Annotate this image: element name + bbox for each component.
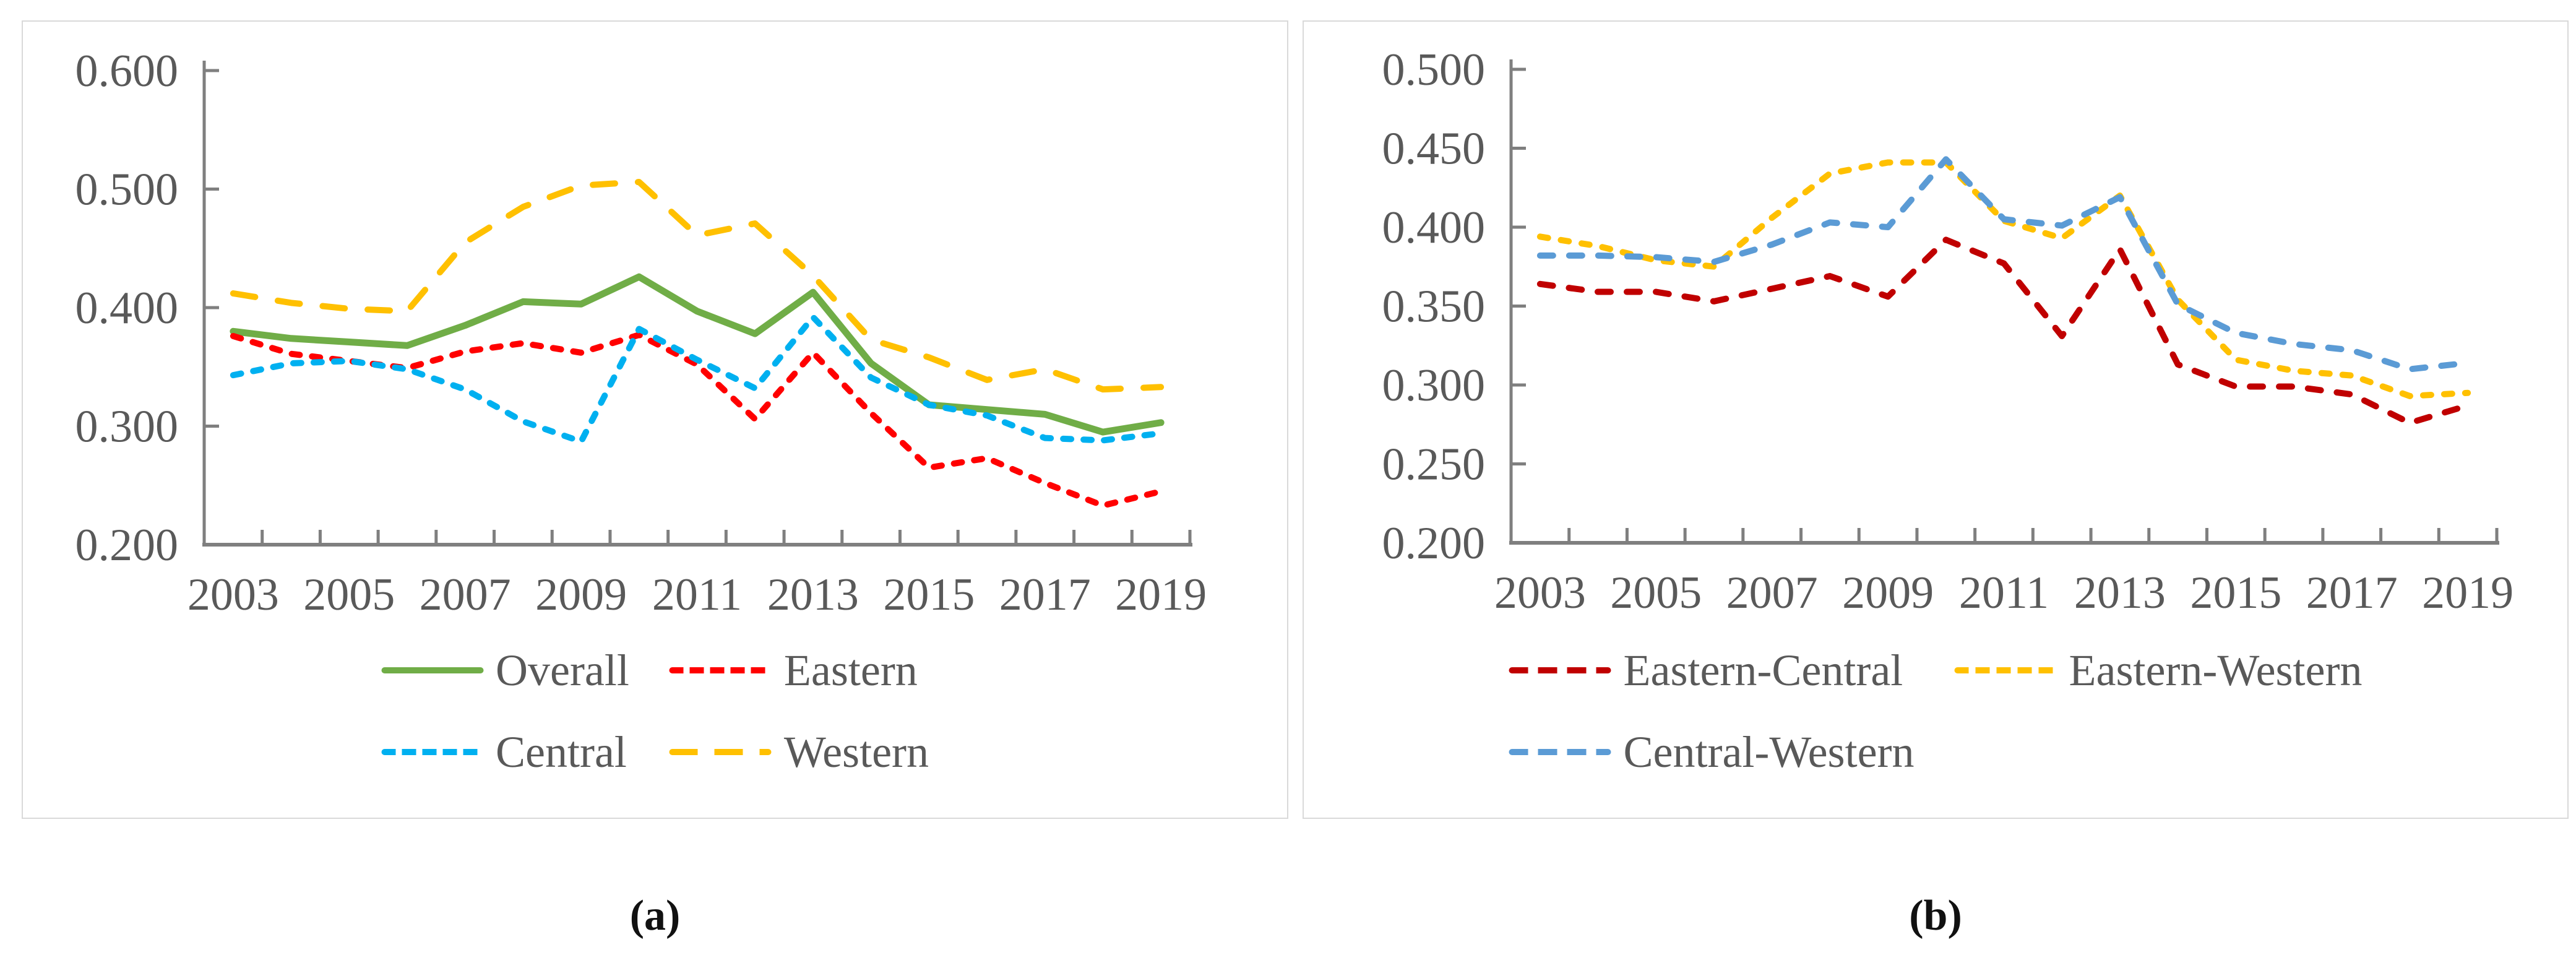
y-tick-label: 0.250 bbox=[1382, 439, 1486, 490]
y-tick-label: 0.300 bbox=[1382, 360, 1486, 411]
legend-swatch-eastern-western bbox=[1954, 667, 2057, 673]
legend-item-central: Central bbox=[381, 730, 629, 774]
x-tick-label: 2013 bbox=[2074, 568, 2166, 618]
x-tick-label: 2019 bbox=[1115, 569, 1207, 620]
legend-label-eastern: Eastern bbox=[783, 646, 918, 695]
legend-swatch-eastern bbox=[669, 667, 772, 673]
legend-label-eastern-central: Eastern-Central bbox=[1623, 646, 1903, 695]
x-tick-label: 2007 bbox=[1726, 568, 1818, 618]
y-tick-label: 0.200 bbox=[75, 520, 179, 571]
legend-label-central-western: Central-Western bbox=[1623, 727, 1915, 777]
legend-label-central: Central bbox=[495, 727, 627, 777]
series-line-eastern-western bbox=[1536, 159, 2471, 399]
x-tick-label: 2005 bbox=[303, 569, 395, 620]
legend-label-overall: Overall bbox=[495, 646, 629, 695]
panel-a: 0.600 0.500 0.400 0.300 0.200 2003 2005 2007 200… bbox=[22, 20, 1288, 819]
x-tick-label: 2013 bbox=[767, 569, 859, 620]
x-tick-label: 2003 bbox=[1494, 568, 1586, 618]
x-tick-label: 2015 bbox=[2190, 568, 2281, 618]
x-tick-label: 2009 bbox=[535, 569, 627, 620]
y-tick-label: 0.500 bbox=[1382, 45, 1486, 95]
legend-item-eastern: Eastern bbox=[669, 646, 929, 695]
legend-spacer bbox=[1955, 730, 2363, 774]
y-tick-label: 0.500 bbox=[75, 165, 179, 215]
chart-b-legend: Eastern-Central Eastern-Western Central-We… bbox=[1509, 648, 2363, 774]
series-line-central-western bbox=[1536, 156, 2471, 373]
legend-swatch-western bbox=[669, 749, 772, 755]
y-tick-label: 0.450 bbox=[1382, 124, 1486, 175]
series-line-central bbox=[230, 314, 1165, 445]
panel-a-caption: (a) bbox=[629, 892, 681, 940]
y-tick-label: 0.600 bbox=[75, 46, 179, 97]
x-tick-label: 2009 bbox=[1842, 568, 1934, 618]
x-tick-label: 2011 bbox=[1959, 568, 2049, 618]
y-tick-label: 0.200 bbox=[1382, 518, 1486, 569]
y-tick-label: 0.400 bbox=[75, 283, 179, 334]
x-tick-label: 2019 bbox=[2422, 568, 2514, 618]
legend-swatch-central bbox=[381, 749, 483, 755]
panel-b-caption: (b) bbox=[1909, 892, 1962, 940]
x-tick-label: 2003 bbox=[187, 569, 279, 620]
y-tick-label: 0.300 bbox=[75, 402, 179, 452]
legend-swatch-eastern-central bbox=[1509, 667, 1611, 673]
y-tick-label: 0.350 bbox=[1382, 282, 1486, 332]
series-line-western bbox=[230, 179, 1165, 393]
x-tick-label: 2015 bbox=[883, 569, 975, 620]
legend-item-eastern-central: Eastern-Central bbox=[1509, 648, 1915, 693]
legend-item-eastern-western: Eastern-Western bbox=[1954, 646, 2363, 695]
legend-swatch-overall bbox=[381, 667, 483, 673]
chart-a-legend: Overall Eastern Central Western bbox=[381, 648, 929, 774]
x-tick-label: 2007 bbox=[420, 569, 511, 620]
legend-label-eastern-western: Eastern-Western bbox=[2069, 646, 2363, 695]
legend-item-central-western: Central-Western bbox=[1509, 730, 1915, 774]
x-tick-label: 2011 bbox=[652, 569, 742, 620]
y-tick-label: 0.400 bbox=[1382, 202, 1486, 253]
x-tick-label: 2017 bbox=[2306, 568, 2398, 618]
legend-item-western: Western bbox=[669, 727, 929, 777]
x-tick-label: 2017 bbox=[999, 569, 1091, 620]
x-tick-label: 2005 bbox=[1610, 568, 1702, 618]
legend-label-western: Western bbox=[783, 727, 929, 777]
series-line-overall bbox=[230, 273, 1165, 436]
legend-item-overall: Overall bbox=[381, 648, 629, 693]
panel-b: 0.500 0.450 0.400 0.350 0.300 0.250 0.200 2003 2… bbox=[1303, 20, 2569, 819]
legend-swatch-central-western bbox=[1509, 749, 1611, 755]
series-line-eastern-central bbox=[1536, 236, 2471, 426]
